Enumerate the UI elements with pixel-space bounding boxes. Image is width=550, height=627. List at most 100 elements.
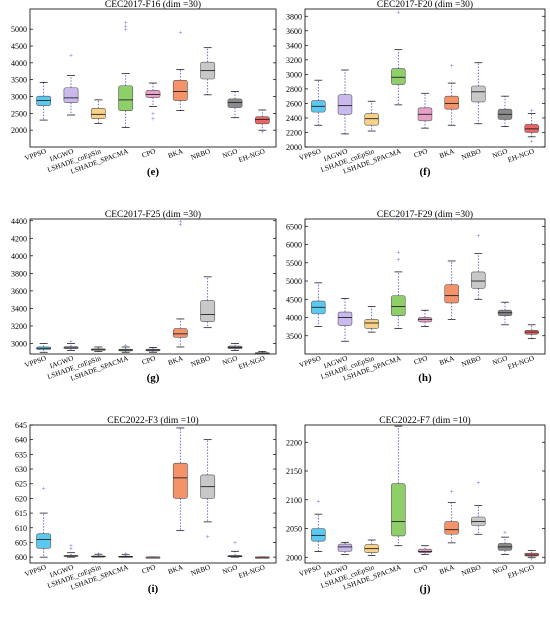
x-tick-label: CPO (413, 563, 429, 575)
x-tick-label: NGO (491, 354, 508, 367)
chart-title: CEC2017-F20 (dim =30) (377, 0, 473, 10)
outlier-point: + (124, 22, 128, 30)
x-tick-label: EH-NGO (237, 354, 266, 371)
box-eh-ngo: EH-NGO (237, 556, 270, 580)
y-tick-label: 5000 (11, 25, 27, 34)
box-cpo: CPO (413, 545, 433, 576)
x-tick-label: NRBO (461, 563, 483, 577)
y-tick-label: 3600 (286, 27, 302, 36)
x-tick-label: NRBO (190, 563, 212, 577)
box-iagwo: IAGWO (323, 298, 353, 370)
box-body (417, 548, 433, 553)
box-vppso: VPPSO (298, 282, 326, 370)
outlier-point: + (178, 218, 182, 226)
box-bka: BKA (167, 427, 188, 576)
y-tick-label: 3400 (286, 41, 302, 50)
box-body (90, 107, 106, 120)
y-tick-label: 3800 (11, 269, 27, 278)
outlier-point: + (124, 342, 128, 350)
box-body (391, 295, 406, 316)
box-cpo: ++ CPO (141, 82, 161, 160)
outlier-point: + (450, 62, 454, 70)
y-tick-label: 640 (15, 436, 27, 445)
box-body (444, 521, 459, 535)
y-tick-label: 4200 (11, 234, 27, 243)
y-tick-label: 3500 (286, 332, 302, 341)
chart-panel: CEC2017-F16 (dim =30) 2000 2500 3000 3500 400… (11, 0, 277, 178)
plot-frame (304, 218, 546, 355)
box-nrbo: NRBO (190, 276, 216, 369)
outlier-point: + (233, 539, 237, 547)
box-ngo: NGO (221, 91, 243, 160)
x-tick-label: BKA (167, 147, 185, 160)
box-ngo: NGO (491, 95, 513, 160)
box-cpo: CPO (413, 309, 433, 367)
outlier-point: + (396, 216, 400, 224)
x-tick-label: CPO (413, 147, 429, 159)
box-body (391, 483, 406, 537)
y-tick-label: 3500 (11, 76, 27, 85)
y-tick-label: 3800 (286, 12, 302, 21)
outlier-point: + (316, 497, 320, 505)
outlier-point: + (178, 28, 182, 36)
outlier-point: + (69, 52, 73, 60)
box-eh-ngo: + EH-NGO (237, 109, 270, 164)
y-tick-label: 635 (15, 450, 27, 459)
y-tick-label: 2000 (286, 143, 302, 152)
y-tick-label: 2050 (286, 525, 302, 534)
box-body (471, 85, 486, 103)
x-tick-label: CPO (141, 563, 157, 575)
box-cpo: CPO (141, 556, 161, 576)
outlier-point: + (69, 545, 73, 553)
outlier-point: + (124, 550, 128, 558)
y-tick-label: 2800 (286, 85, 302, 94)
y-tick-label: 620 (15, 494, 27, 503)
y-tick-label: 3000 (11, 339, 27, 348)
outlier-point: + (124, 26, 128, 34)
chart-title: CEC2017-F25 (dim =30) (105, 209, 201, 220)
x-tick-label: VPPSO (24, 563, 48, 578)
outlier-point: + (151, 110, 155, 118)
box-nrbo: + NRBO (461, 232, 486, 369)
y-tick-label: 2000 (11, 126, 27, 135)
box-body (200, 300, 216, 322)
box-body (145, 90, 161, 98)
y-tick-label: 3600 (11, 287, 27, 296)
y-tick-label: 2400 (286, 114, 302, 123)
box-vppso: + VPPSO (24, 485, 52, 579)
x-tick-label: NGO (221, 147, 238, 160)
outlier-point: + (260, 128, 264, 136)
outlier-point: + (396, 256, 400, 264)
outlier-point: + (530, 107, 534, 115)
y-tick-label: 615 (15, 509, 27, 518)
y-tick-label: 610 (15, 524, 27, 533)
box-vppso: VPPSO (298, 79, 326, 163)
outlier-point: + (151, 115, 155, 123)
box-iagwo: IAGWO (323, 69, 353, 163)
box-body (63, 87, 79, 103)
box-vppso: VPPSO (24, 82, 52, 163)
box-body (337, 94, 353, 115)
chart-panel: CEC2017-F20 (dim =30) 2000 2200 2400 2600 280… (286, 0, 546, 178)
x-tick-label: VPPSO (24, 147, 48, 162)
y-tick-label: 2500 (11, 109, 27, 118)
box-bka: + BKA (167, 28, 188, 160)
y-tick-label: 600 (15, 553, 27, 562)
y-tick-label: 2000 (286, 553, 302, 562)
x-tick-label: NGO (221, 354, 238, 367)
box-eh-ngo: EH-NGO (507, 324, 539, 371)
panel-label: (f) (420, 166, 431, 178)
y-tick-label: 605 (15, 538, 27, 547)
panel-label: (i) (148, 583, 159, 595)
y-tick-label: 4000 (11, 59, 27, 68)
box-lshade-spacma: +++LSHADE_SPACMA (69, 19, 134, 176)
box-body (172, 80, 188, 101)
box-body (172, 328, 188, 338)
y-tick-label: 2150 (286, 467, 302, 476)
chart-title: CEC2022-F3 (dim =10) (107, 415, 198, 426)
x-tick-label: EH-NGO (507, 354, 536, 371)
box-eh-ngo: +EH-NGO (507, 549, 539, 580)
x-tick-label: EH-NGO (237, 147, 266, 164)
outlier-point: + (206, 533, 210, 541)
